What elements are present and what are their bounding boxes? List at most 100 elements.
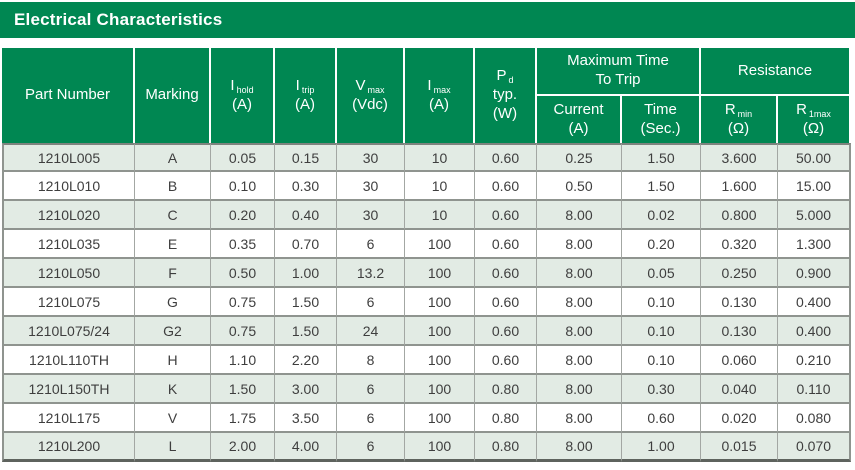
cell-marking: H: [135, 346, 211, 375]
cell-p-d: 0.60: [475, 317, 537, 346]
cell-r-min: 0.020: [701, 404, 778, 433]
cell-p-d: 0.60: [475, 346, 537, 375]
cell-marking: L: [135, 433, 211, 462]
cell-r-min: 3.600: [701, 143, 778, 172]
cell-v-max: 6: [337, 375, 405, 404]
cell-p-d: 0.60: [475, 201, 537, 230]
cell-v-max: 13.2: [337, 259, 405, 288]
cell-r-min: 0.800: [701, 201, 778, 230]
cell-marking: K: [135, 375, 211, 404]
cell-i-max: 10: [405, 172, 475, 201]
cell-p-d: 0.80: [475, 433, 537, 462]
cell-trip-time: 0.02: [622, 201, 701, 230]
cell-i-hold: 0.75: [211, 317, 275, 346]
cell-trip-time: 0.60: [622, 404, 701, 433]
cell-v-max: 30: [337, 201, 405, 230]
cell-p-d: 0.60: [475, 172, 537, 201]
cell-r-1max: 0.400: [778, 288, 852, 317]
table-row: 1210L110TH H 1.10 2.20 8 100 0.60 8.00 0.10 0.060…: [2, 346, 852, 375]
cell-p-d: 0.60: [475, 288, 537, 317]
cell-v-max: 24: [337, 317, 405, 346]
cell-i-max: 100: [405, 259, 475, 288]
cell-p-d: 0.80: [475, 404, 537, 433]
cell-marking: G: [135, 288, 211, 317]
section-banner: Electrical Characteristics: [0, 2, 855, 38]
cell-trip-current: 0.50: [537, 172, 622, 201]
table-row: 1210L020 C 0.20 0.40 30 10 0.60 8.00 0.02 0.800 5.…: [2, 201, 852, 230]
cell-p-d: 0.80: [475, 375, 537, 404]
cell-trip-time: 0.05: [622, 259, 701, 288]
col-group-resistance: Resistance: [701, 48, 852, 96]
cell-r-1max: 0.900: [778, 259, 852, 288]
cell-i-hold: 0.10: [211, 172, 275, 201]
cell-i-hold: 0.35: [211, 230, 275, 259]
cell-marking: E: [135, 230, 211, 259]
cell-part-number: 1210L175: [2, 404, 135, 433]
cell-v-max: 6: [337, 288, 405, 317]
table-row: 1210L175 V 1.75 3.50 6 100 0.80 8.00 0.60 0.020 0.…: [2, 404, 852, 433]
table-row: 1210L005 A 0.05 0.15 30 10 0.60 0.25 1.50 3.600 50…: [2, 143, 852, 172]
cell-marking: B: [135, 172, 211, 201]
cell-i-trip: 3.50: [275, 404, 337, 433]
cell-i-hold: 2.00: [211, 433, 275, 462]
cell-part-number: 1210L020: [2, 201, 135, 230]
cell-v-max: 30: [337, 143, 405, 172]
cell-part-number: 1210L050: [2, 259, 135, 288]
cell-trip-time: 1.00: [622, 433, 701, 462]
cell-trip-time: 0.10: [622, 288, 701, 317]
cell-i-max: 10: [405, 201, 475, 230]
cell-trip-time: 0.10: [622, 346, 701, 375]
cell-trip-current: 8.00: [537, 230, 622, 259]
cell-trip-time: 1.50: [622, 172, 701, 201]
cell-part-number: 1210L010: [2, 172, 135, 201]
cell-i-trip: 1.50: [275, 288, 337, 317]
cell-r-min: 0.130: [701, 288, 778, 317]
cell-trip-current: 8.00: [537, 317, 622, 346]
cell-i-hold: 1.75: [211, 404, 275, 433]
cell-i-trip: 0.15: [275, 143, 337, 172]
cell-i-trip: 1.00: [275, 259, 337, 288]
cell-trip-current: 8.00: [537, 375, 622, 404]
table-row: 1210L200 L 2.00 4.00 6 100 0.80 8.00 1.00 0.015 0.…: [2, 433, 852, 462]
section-title: Electrical Characteristics: [14, 10, 223, 29]
cell-part-number: 1210L110TH: [2, 346, 135, 375]
cell-r-1max: 0.070: [778, 433, 852, 462]
cell-r-1max: 0.110: [778, 375, 852, 404]
col-header-r-1max: R 1max (Ω): [778, 96, 852, 143]
cell-part-number: 1210L150TH: [2, 375, 135, 404]
cell-trip-current: 8.00: [537, 259, 622, 288]
cell-part-number: 1210L075: [2, 288, 135, 317]
cell-i-max: 100: [405, 433, 475, 462]
cell-marking: C: [135, 201, 211, 230]
cell-trip-current: 0.25: [537, 143, 622, 172]
cell-i-hold: 1.10: [211, 346, 275, 375]
cell-r-1max: 15.00: [778, 172, 852, 201]
cell-i-trip: 0.40: [275, 201, 337, 230]
table-row: 1210L150TH K 1.50 3.00 6 100 0.80 8.00 0.30 0.040…: [2, 375, 852, 404]
cell-i-trip: 2.20: [275, 346, 337, 375]
cell-p-d: 0.60: [475, 230, 537, 259]
cell-i-max: 100: [405, 288, 475, 317]
cell-i-trip: 1.50: [275, 317, 337, 346]
cell-i-hold: 0.05: [211, 143, 275, 172]
cell-r-1max: 0.080: [778, 404, 852, 433]
cell-v-max: 30: [337, 172, 405, 201]
cell-i-max: 100: [405, 346, 475, 375]
cell-trip-current: 8.00: [537, 404, 622, 433]
cell-i-max: 100: [405, 230, 475, 259]
cell-trip-current: 8.00: [537, 433, 622, 462]
cell-trip-time: 1.50: [622, 143, 701, 172]
cell-v-max: 6: [337, 433, 405, 462]
cell-part-number: 1210L035: [2, 230, 135, 259]
cell-i-trip: 3.00: [275, 375, 337, 404]
cell-i-hold: 0.50: [211, 259, 275, 288]
col-header-trip-current: Current (A): [537, 96, 622, 143]
cell-r-1max: 0.210: [778, 346, 852, 375]
